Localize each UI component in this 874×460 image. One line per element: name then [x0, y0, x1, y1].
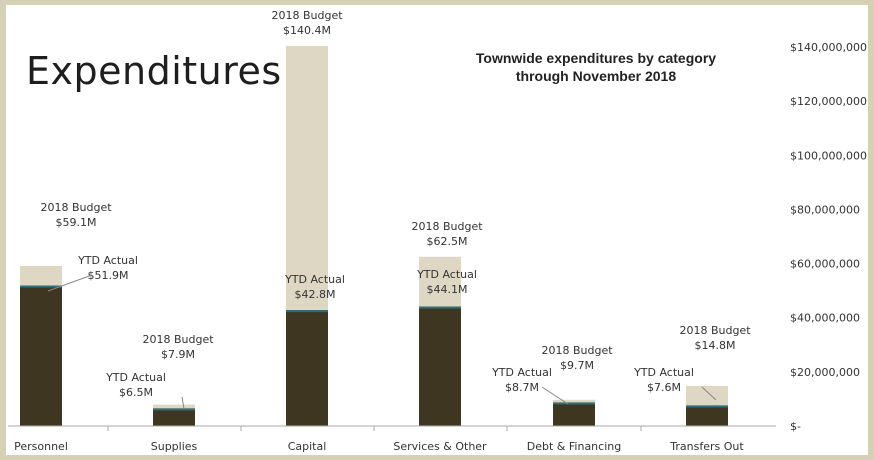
budget-label-name-transfers-out: 2018 Budget: [679, 324, 751, 337]
category-label-services-other: Services & Other: [393, 440, 487, 453]
y-tick-label-1: $20,000,000: [790, 366, 860, 379]
actual-bar-top-personnel: [20, 285, 62, 288]
label-connector-personnel: [47, 274, 93, 292]
bar-chart: 2018 Budget $59.1M YTD Actual $51.9M Personn…: [8, 9, 867, 453]
actual-label-value-transfers-out: $7.6M: [647, 381, 681, 394]
label-connector-debt-financing: [541, 386, 569, 405]
actual-bar-transfers-out: [686, 405, 728, 426]
category-label-debt-financing: Debt & Financing: [527, 440, 621, 453]
actual-label-name-services-other: YTD Actual: [416, 268, 477, 281]
chart-title-line-1: Townwide expenditures by category: [475, 50, 717, 66]
chart-frame: Expenditures Townwide expenditures by ca…: [6, 5, 868, 455]
y-tick-label-0: $-: [790, 420, 801, 433]
category-label-transfers-out: Transfers Out: [669, 440, 744, 453]
budget-label-name-debt-financing: 2018 Budget: [541, 344, 613, 357]
actual-label-name-supplies: YTD Actual: [105, 371, 166, 384]
actual-label-value-capital: $42.8M: [295, 288, 336, 301]
chart-title-line-2: through November 2018: [515, 68, 677, 84]
actual-bar-debt-financing: [553, 402, 595, 426]
y-tick-label-2: $40,000,000: [790, 312, 860, 325]
actual-label-value-services-other: $44.1M: [427, 283, 468, 296]
y-tick-label-6: $120,000,000: [790, 95, 867, 108]
category-label-supplies: Supplies: [151, 440, 198, 453]
budget-label-value-debt-financing: $9.7M: [560, 359, 594, 372]
actual-label-name-personnel: YTD Actual: [77, 254, 138, 267]
y-tick-label-4: $80,000,000: [790, 203, 860, 216]
actual-bar-supplies: [153, 408, 195, 426]
actual-label-name-debt-financing: YTD Actual: [491, 366, 552, 379]
category-label-personnel: Personnel: [14, 440, 68, 453]
budget-label-value-personnel: $59.1M: [56, 216, 97, 229]
y-tick-label-5: $100,000,000: [790, 149, 867, 162]
budget-label-name-capital: 2018 Budget: [271, 9, 343, 22]
actual-label-value-personnel: $51.9M: [88, 269, 129, 282]
category-label-capital: Capital: [288, 440, 327, 453]
budget-label-name-services-other: 2018 Budget: [411, 220, 483, 233]
budget-label-value-services-other: $62.5M: [427, 235, 468, 248]
y-tick-label-7: $140,000,000: [790, 41, 867, 54]
actual-label-name-transfers-out: YTD Actual: [633, 366, 694, 379]
budget-label-name-personnel: 2018 Budget: [40, 201, 112, 214]
chart-title: Townwide expenditures by category throug…: [446, 49, 746, 85]
label-connector-transfers-out: [701, 386, 717, 401]
actual-bar-top-debt-financing: [553, 402, 595, 405]
label-connector-supplies: [181, 396, 185, 410]
actual-bar-top-transfers-out: [686, 405, 728, 408]
actual-bar-capital: [286, 310, 328, 426]
actual-bar-services-other: [419, 306, 461, 426]
actual-bar-personnel: [20, 285, 62, 426]
budget-label-value-supplies: $7.9M: [161, 348, 195, 361]
actual-label-value-supplies: $6.5M: [119, 386, 153, 399]
budget-label-value-capital: $140.4M: [283, 24, 331, 37]
y-tick-label-3: $60,000,000: [790, 258, 860, 271]
actual-label-name-capital: YTD Actual: [284, 273, 345, 286]
actual-bar-top-capital: [286, 310, 328, 313]
actual-bar-top-supplies: [153, 408, 195, 411]
actual-bar-top-services-other: [419, 306, 461, 309]
budget-label-value-transfers-out: $14.8M: [695, 339, 736, 352]
actual-label-value-debt-financing: $8.7M: [505, 381, 539, 394]
page-heading: Expenditures: [26, 49, 282, 93]
budget-label-name-supplies: 2018 Budget: [142, 333, 214, 346]
